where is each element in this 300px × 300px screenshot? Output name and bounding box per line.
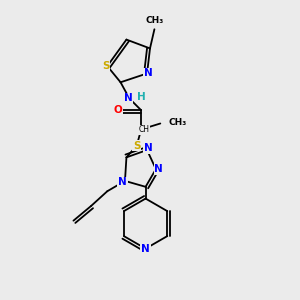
- Text: N: N: [118, 177, 127, 188]
- Text: H: H: [137, 92, 146, 102]
- Text: N: N: [154, 164, 163, 174]
- Text: O: O: [113, 105, 122, 115]
- Text: N: N: [144, 68, 153, 78]
- Text: CH: CH: [139, 125, 150, 134]
- Text: N: N: [144, 143, 153, 153]
- Text: CH₃: CH₃: [145, 16, 164, 25]
- Text: CH₃: CH₃: [169, 118, 187, 127]
- Text: N: N: [141, 244, 150, 254]
- Text: S: S: [102, 61, 110, 71]
- Text: N: N: [124, 94, 132, 103]
- Text: S: S: [133, 141, 140, 151]
